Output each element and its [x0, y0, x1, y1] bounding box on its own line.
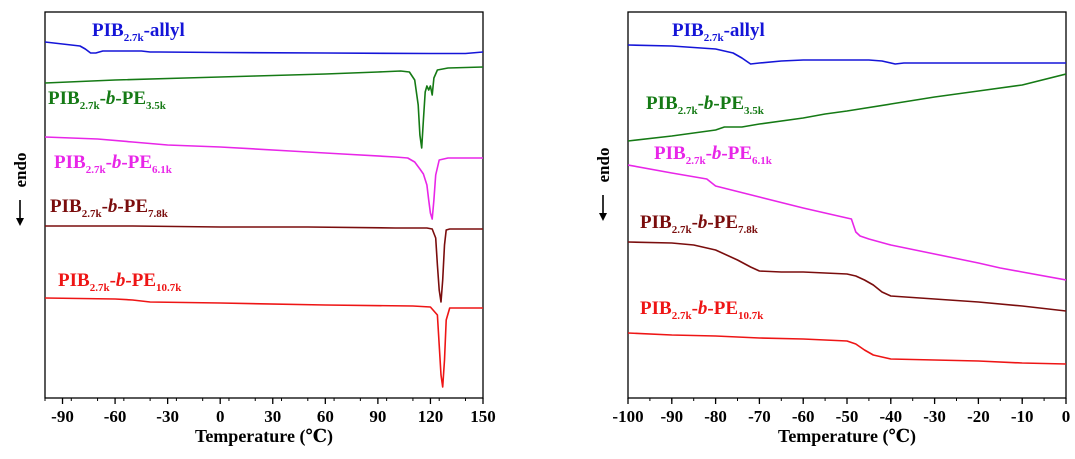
series-label: PIB2.7k-b-PE10.7k [58, 270, 182, 294]
series-line [45, 136, 483, 220]
x-tick-label: 90 [369, 407, 386, 426]
y-axis-label: endo [11, 153, 30, 188]
series-label: PIB2.7k-b-PE3.5k [646, 93, 765, 117]
x-tick-label: -70 [748, 407, 771, 426]
x-tick-label: 120 [418, 407, 444, 426]
series-label: PIB2.7k-allyl [92, 20, 185, 44]
chart-left: -90 -60 -30 0 30 60 90 120 150 Temperature (℃) end… [11, 11, 496, 447]
x-tick-label: 150 [470, 407, 496, 426]
series-line [45, 41, 483, 55]
x-tick-label: -40 [879, 407, 902, 426]
chart-right: -100 -90 -80 -70 -60 -50 -40 -30 -20 -10 0Temperat… [594, 11, 1071, 447]
x-tick-label: -60 [792, 407, 815, 426]
series-line [45, 297, 483, 388]
x-tick-label: -10 [1011, 407, 1034, 426]
series-label: PIB2.7k-b-PE6.1k [654, 143, 773, 167]
x-tick-label: 0 [1062, 407, 1071, 426]
x-tick-label: 60 [317, 407, 334, 426]
x-tick-label: -30 [156, 407, 179, 426]
x-axis-label: Temperature (℃) [778, 426, 916, 447]
plot-frame [627, 11, 1067, 399]
series-line [628, 44, 1066, 65]
x-tick-label: -30 [923, 407, 946, 426]
series-label: PIB2.7k-b-PE7.8k [640, 212, 759, 236]
endo-arrow-icon [599, 213, 607, 221]
series-label: PIB2.7k-allyl [672, 20, 765, 44]
plot-frame [44, 11, 484, 399]
y-axis-label: endo [594, 148, 613, 183]
x-axis-label: Temperature (℃) [195, 426, 333, 447]
series-label: PIB2.7k-b-PE7.8k [50, 196, 169, 220]
x-tick-label: -100 [612, 407, 643, 426]
x-tick-label: -90 [660, 407, 683, 426]
x-tick-label: 0 [216, 407, 225, 426]
x-tick-label: 30 [264, 407, 281, 426]
endo-arrow-icon [16, 218, 24, 226]
x-tick-label: -90 [51, 407, 74, 426]
series-label: PIB2.7k-b-PE6.1k [54, 152, 173, 176]
x-tick-label: -20 [967, 407, 990, 426]
series-line [45, 225, 483, 303]
series-line [628, 241, 1066, 312]
series-line [628, 73, 1066, 142]
series-line [45, 66, 483, 149]
x-tick-label: -80 [704, 407, 727, 426]
x-tick-label: -50 [836, 407, 859, 426]
x-tick-label: -60 [104, 407, 127, 426]
series-line [628, 164, 1066, 281]
series-line [628, 332, 1066, 365]
series-label: PIB2.7k-b-PE3.5k [48, 88, 167, 112]
series-label: PIB2.7k-b-PE10.7k [640, 298, 764, 322]
